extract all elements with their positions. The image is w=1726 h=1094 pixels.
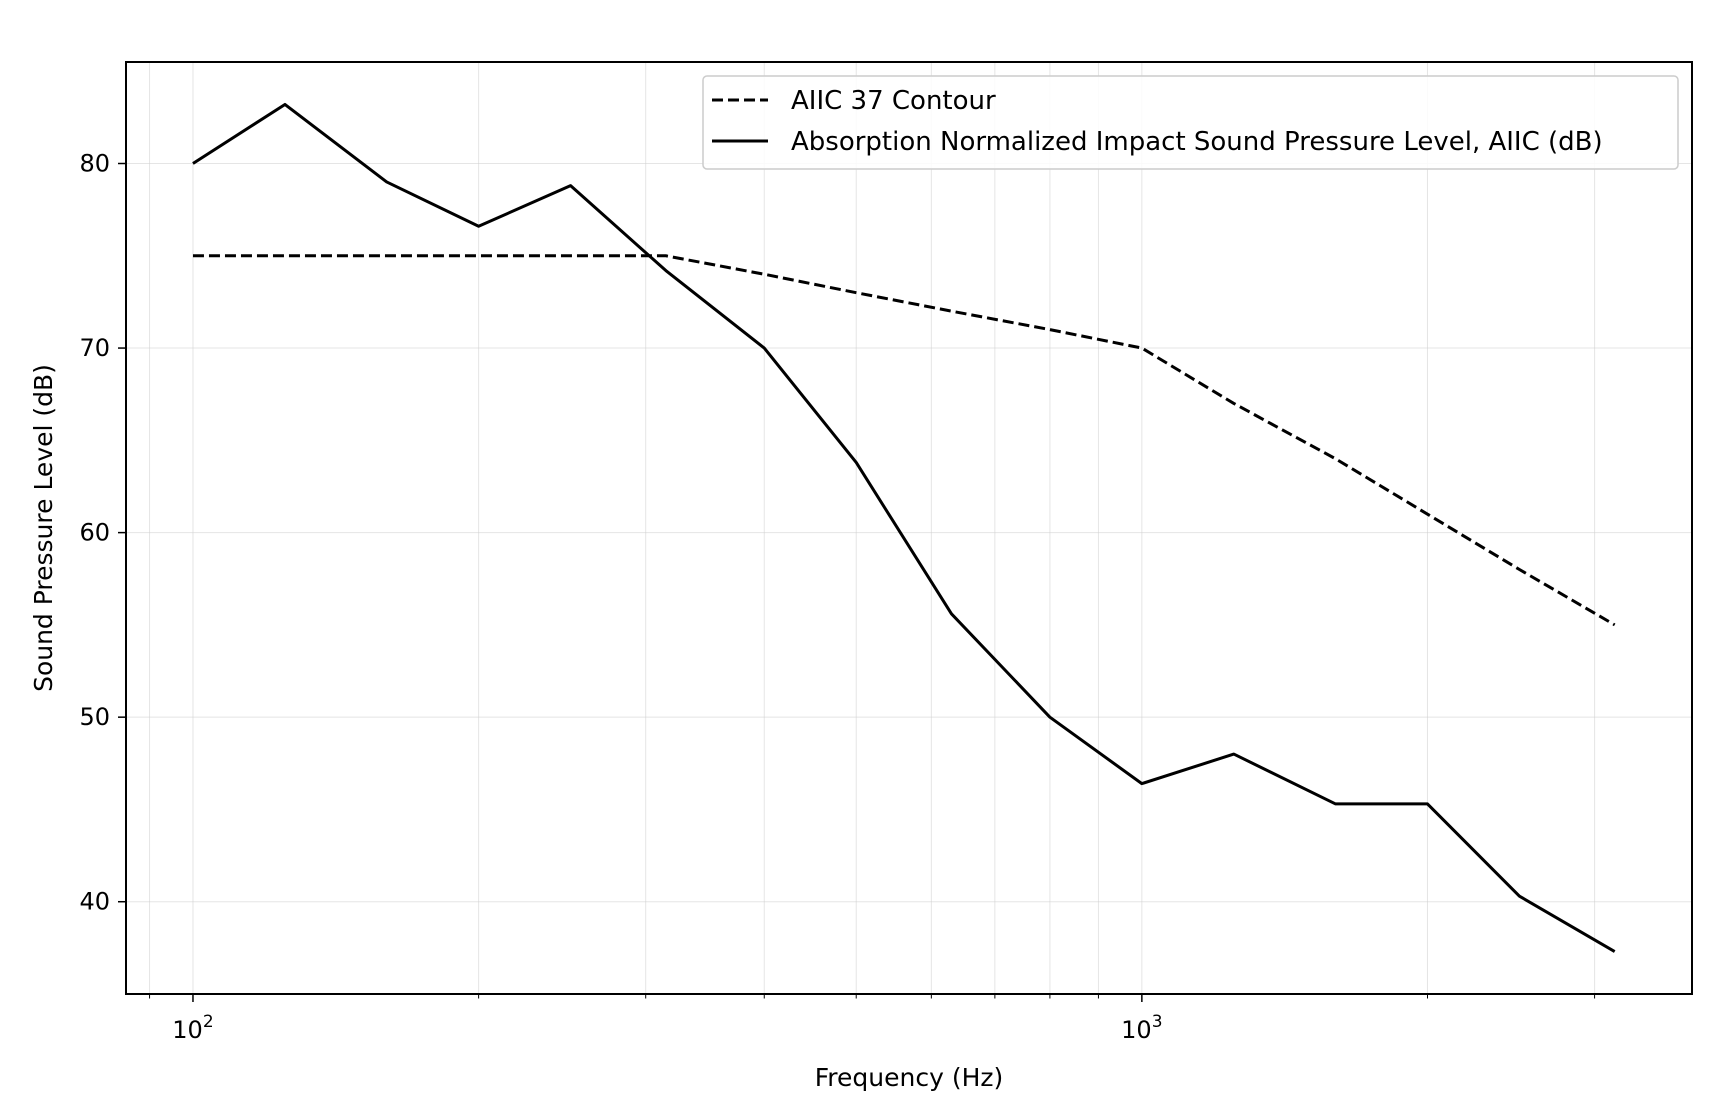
- x-tick-exponent: 2: [203, 1012, 214, 1032]
- x-tick-base: 10: [172, 1016, 203, 1044]
- series-line-aiic-measured: [192, 102, 1616, 953]
- y-tick-label: 70: [79, 334, 110, 362]
- x-tick-label: 102: [172, 1012, 213, 1044]
- y-tick-label: 40: [79, 888, 110, 916]
- legend-box: [702, 75, 1679, 170]
- x-tick-base: 10: [1121, 1016, 1152, 1044]
- x-axis-label: Frequency (Hz): [815, 1063, 1004, 1092]
- legend: AIIC 37 Contour Absorption Normalized Im…: [702, 75, 1679, 170]
- grid: [126, 62, 1692, 994]
- legend-entry-contour: AIIC 37 Contour: [791, 86, 996, 116]
- series-line-aiic-37-contour: [192, 254, 1616, 627]
- legend-entry-aiic: Absorption Normalized Impact Sound Press…: [791, 127, 1603, 157]
- plot-frame: [125, 61, 1693, 995]
- y-tick-label: 60: [79, 519, 110, 547]
- x-tick-label: 103: [1121, 1012, 1162, 1044]
- y-axis-label: Sound Pressure Level (dB): [29, 364, 58, 692]
- y-tick-label: 80: [79, 150, 110, 178]
- x-tick-exponent: 3: [1152, 1012, 1163, 1032]
- y-tick-label: 50: [79, 703, 110, 731]
- series-layer: [192, 102, 1616, 953]
